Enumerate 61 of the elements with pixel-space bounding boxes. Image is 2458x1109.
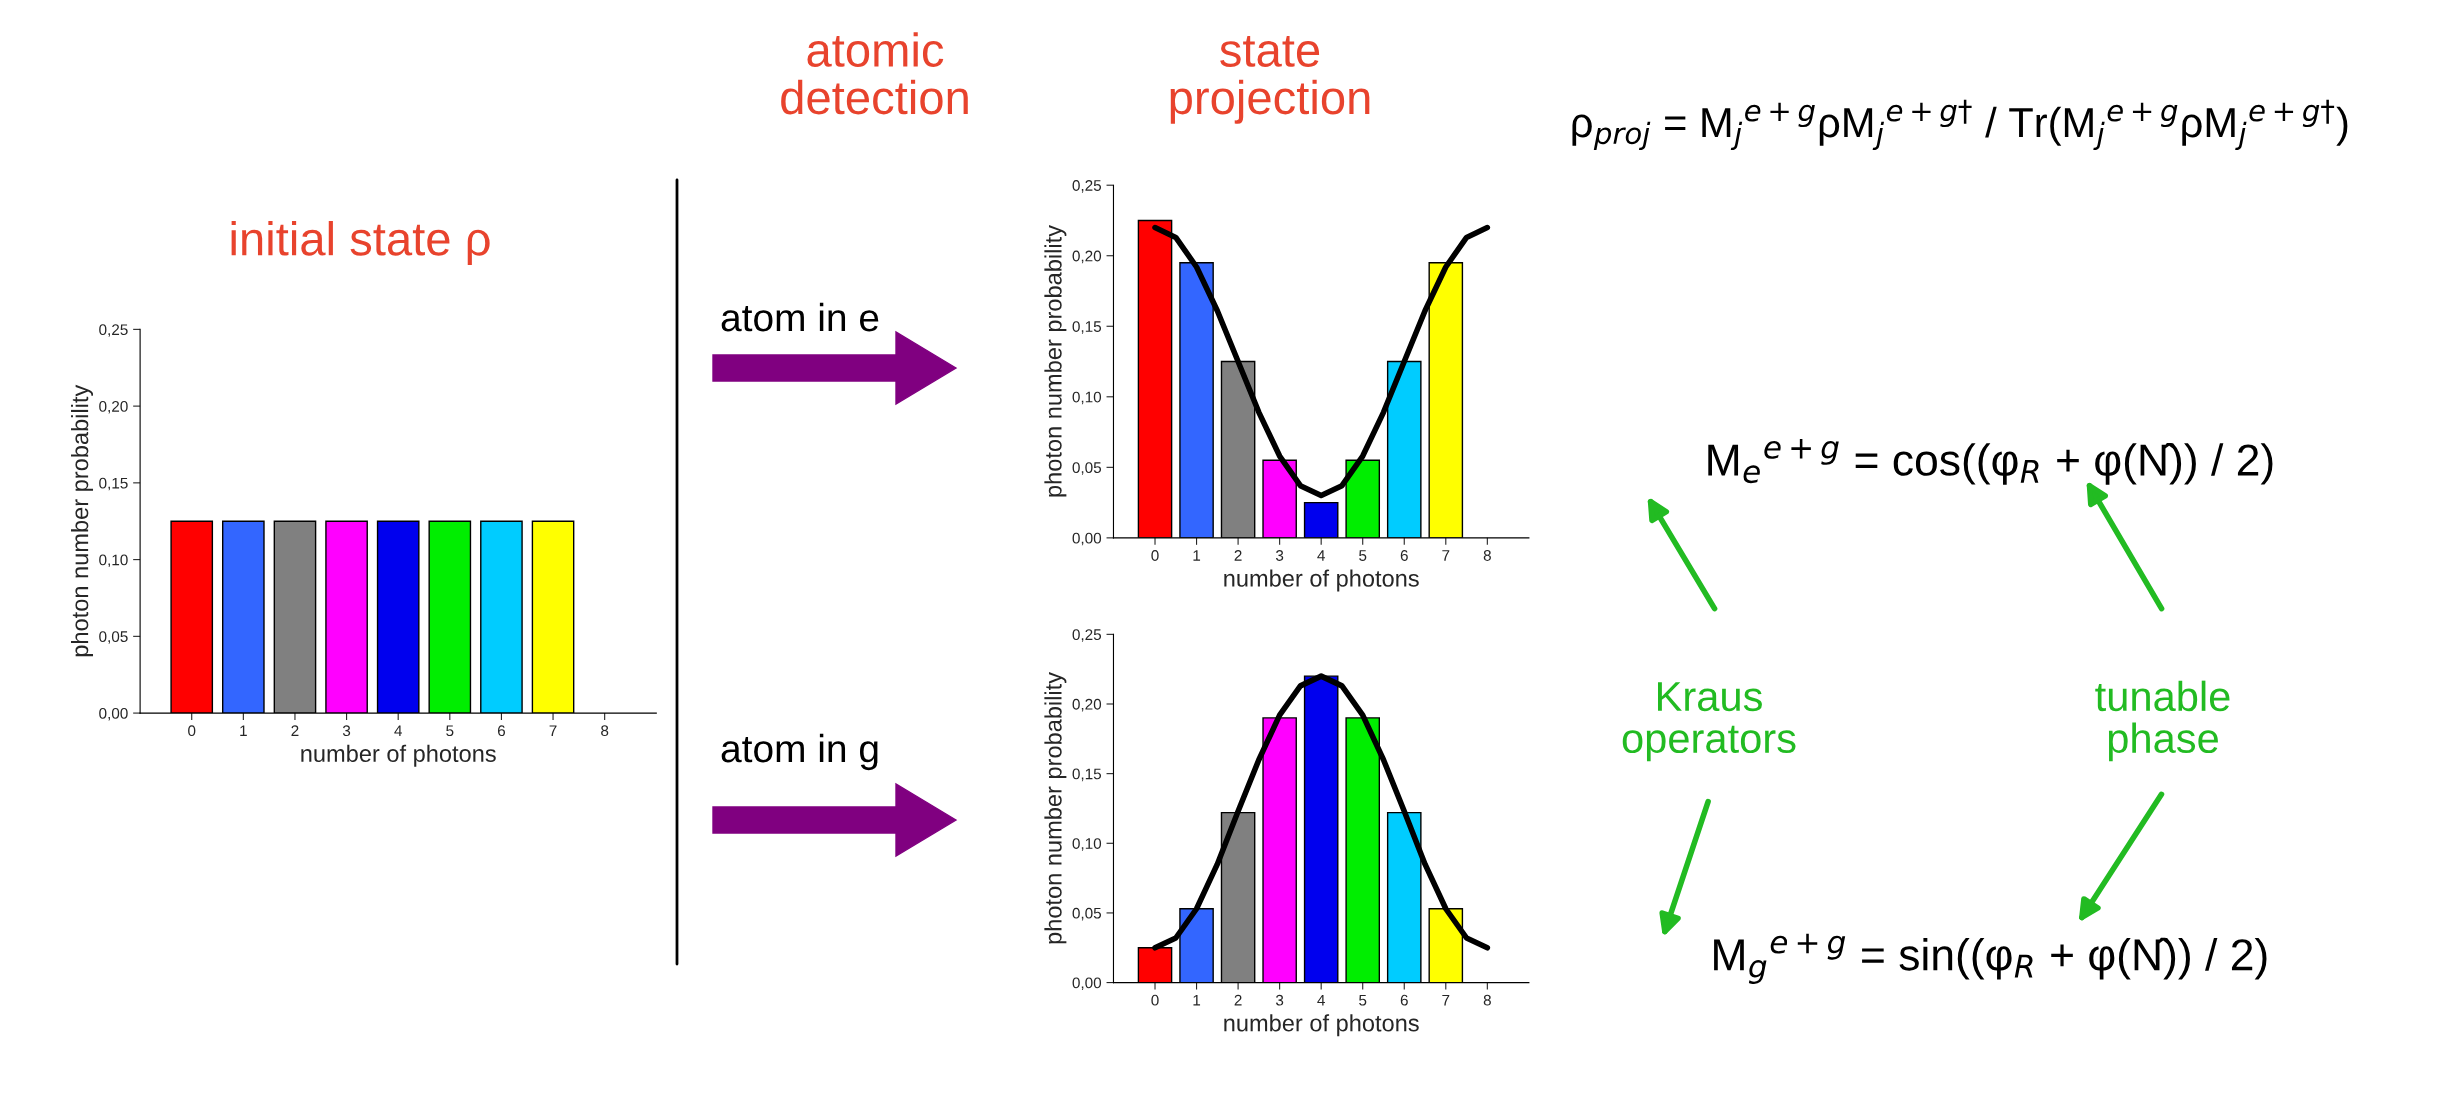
y-tick-label: 0,25: [99, 324, 128, 337]
y-tick-label: 0,10: [1072, 391, 1102, 405]
text: state projection: [1170, 35, 1370, 124]
x-tick-label: 8: [601, 725, 609, 737]
x-tick-label: 3: [342, 725, 351, 737]
x-tick-label: 2: [291, 725, 299, 736]
x-tick-label: 4: [1317, 550, 1325, 561]
y-tick-label: 0,00: [1072, 532, 1102, 546]
x-tick-label: 0: [1151, 994, 1159, 1006]
x-tick-label: 2: [1234, 550, 1242, 561]
x-tick-label: 2: [1234, 994, 1242, 1006]
y-tick-label: 0,05: [99, 631, 128, 644]
x-tick-label: 5: [1359, 994, 1367, 1006]
x-tick-label: 7: [1442, 994, 1450, 1006]
x-tick-label: 6: [497, 725, 506, 737]
y-tick-label: 0,10: [1072, 838, 1102, 851]
text: atomic detection: [781, 32, 968, 115]
x-tick-label: 7: [1442, 550, 1450, 561]
x-tick-label: 7: [549, 725, 557, 736]
x-tick-label: 4: [1317, 994, 1325, 1006]
x-tick-label: 3: [1275, 550, 1284, 561]
x-tick-label: 5: [446, 725, 454, 737]
x-tick-label: 8: [1483, 550, 1491, 561]
y-tick-label: 0,25: [1072, 629, 1102, 642]
text: M$_{e}$$^{e+g}$ = cos((φ$_{R}$ + φ(N̂)) / 2): [1708, 438, 2273, 485]
y-tick-label: 0,00: [99, 707, 128, 721]
x-tick-label: 1: [1193, 550, 1201, 561]
y-tick-label: 0,15: [1072, 768, 1102, 782]
y-tick-label: 0,15: [99, 477, 128, 491]
y-tick-label: 0,20: [1072, 250, 1102, 264]
y-tick-label: 0,05: [1072, 907, 1102, 921]
text: atom in g: [721, 733, 878, 771]
text: initial state ρ: [231, 220, 490, 266]
x-tick-label: 1: [240, 725, 247, 736]
x-tick-label: 0: [1151, 550, 1159, 561]
x-axis-title: number of photons: [301, 744, 496, 767]
x-tick-label: 3: [1275, 994, 1284, 1006]
x-axis-title: number of photons: [1224, 1014, 1419, 1037]
y-axis-title: photon number probability: [1044, 225, 1067, 497]
y-axis-title: photon number probability: [71, 384, 94, 657]
y-tick-label: 0,20: [1072, 698, 1102, 712]
y-tick-label: 0,00: [1072, 977, 1102, 991]
y-axis-title: photon number probability: [1044, 671, 1067, 944]
y-tick-label: 0,15: [1072, 321, 1102, 334]
text: M$_{g}$$^{e+g}$ = sin((φ$_{R}$ + φ(N̂)) / 2): [1714, 933, 2267, 984]
text: tunable phase: [2095, 680, 2230, 762]
y-tick-label: 0,10: [99, 554, 128, 568]
x-tick-label: 5: [1359, 550, 1367, 561]
y-tick-label: 0,20: [99, 400, 128, 414]
y-tick-label: 0,25: [1072, 180, 1102, 193]
y-tick-label: 0,05: [1072, 462, 1102, 475]
x-tick-label: 8: [1483, 994, 1491, 1006]
text: ρ$_{proj}$ = M$_{j}$$^{e+g}$ρM$_{j}$$^{e+g†}$ / Tr(M$_{j}$$^{e+g}$ρM$_{j}$$^{e+g†}$): [1572, 99, 2348, 150]
text: atom in e: [721, 302, 879, 332]
x-tick-label: 1: [1193, 994, 1201, 1006]
x-tick-label: 0: [188, 725, 196, 737]
x-tick-label: 4: [394, 725, 402, 736]
text: Kraus operators: [1622, 682, 1796, 762]
x-axis-title: number of photons: [1224, 569, 1419, 592]
x-tick-label: 6: [1400, 550, 1408, 561]
x-tick-label: 6: [1400, 994, 1408, 1006]
